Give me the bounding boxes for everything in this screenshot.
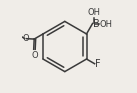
Text: B: B bbox=[93, 19, 100, 29]
Text: F: F bbox=[95, 59, 101, 69]
Text: O: O bbox=[31, 51, 38, 60]
Text: OH: OH bbox=[87, 8, 100, 17]
Text: O: O bbox=[22, 34, 29, 43]
Text: OH: OH bbox=[100, 20, 113, 29]
